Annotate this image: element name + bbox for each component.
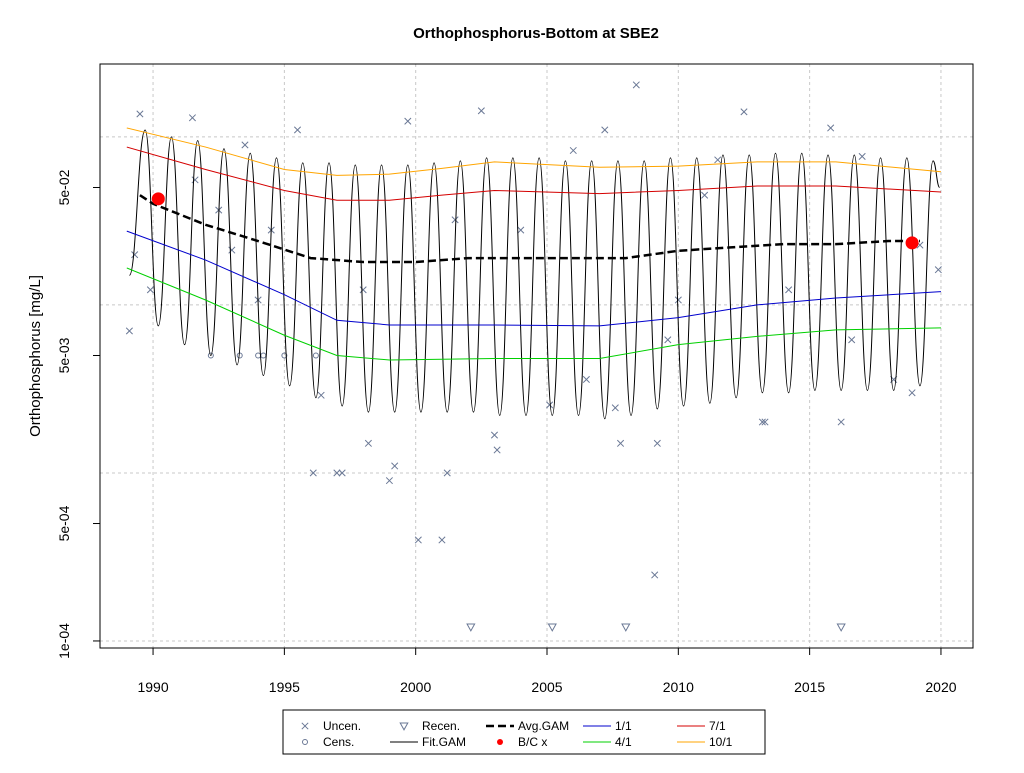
- point-marker: [497, 739, 503, 745]
- x-tick-label: 2005: [531, 679, 562, 695]
- x-tick-label: 2020: [925, 679, 956, 695]
- point-marker: [848, 336, 856, 344]
- point-marker: [255, 352, 262, 359]
- point-marker: [151, 192, 165, 206]
- point-marker: [714, 156, 722, 164]
- point-marker: [664, 336, 672, 344]
- point-marker: [490, 431, 499, 439]
- point-marker: [701, 191, 709, 199]
- x-tick-label: 1995: [269, 679, 300, 695]
- point-marker: [312, 352, 319, 359]
- legend-label: 1/1: [615, 719, 632, 733]
- point-marker: [293, 126, 302, 134]
- series-line: [139, 194, 920, 264]
- legend-label: Uncen.: [323, 719, 361, 733]
- point-marker: [385, 477, 393, 485]
- point-marker: [858, 152, 866, 161]
- point-marker: [338, 469, 346, 477]
- legend-label: Avg.GAM: [518, 719, 569, 733]
- point-marker: [443, 469, 451, 477]
- y-tick-label: 5e-03: [56, 337, 72, 373]
- plot-frame: [99, 63, 974, 649]
- point-marker: [601, 126, 609, 134]
- series-line: [126, 267, 941, 361]
- point-marker: [333, 469, 341, 477]
- point-marker: [621, 623, 631, 632]
- point-marker: [207, 352, 214, 359]
- chart-title: Orthophosphorus-Bottom at SBE2: [413, 25, 659, 42]
- point-marker: [399, 722, 409, 731]
- y-tick-label: 5e-02: [56, 169, 72, 205]
- plot-area: [125, 81, 942, 632]
- point-marker: [517, 226, 525, 234]
- point-marker: [364, 439, 372, 447]
- point-marker: [309, 469, 317, 477]
- legend-label: 7/1: [709, 719, 726, 733]
- point-marker: [908, 389, 916, 397]
- point-marker: [493, 446, 501, 454]
- point-marker: [546, 401, 554, 409]
- series-line: [128, 129, 941, 420]
- y-axis-label: Orthophosphorus [mg/L]: [27, 275, 44, 437]
- point-marker: [451, 216, 459, 224]
- point-marker: [191, 176, 199, 184]
- legend: Uncen. Cens. Recen. Fit.GAM Avg.GAM B/C x 1/1 4…: [282, 709, 766, 755]
- point-marker: [281, 352, 288, 359]
- x-tick-label: 2015: [794, 679, 825, 695]
- point-marker: [136, 110, 144, 118]
- point-marker: [836, 623, 846, 632]
- point-marker: [569, 146, 577, 155]
- point-marker: [611, 404, 619, 412]
- point-marker: [616, 439, 625, 447]
- x-tick-label: 2000: [400, 679, 431, 695]
- point-marker: [740, 108, 748, 116]
- point-marker: [582, 375, 590, 384]
- x-tick-label: 2010: [663, 679, 694, 695]
- point-marker: [125, 327, 133, 335]
- point-marker: [188, 114, 197, 122]
- point-marker: [260, 352, 267, 359]
- point-marker: [241, 141, 249, 149]
- point-marker: [404, 117, 412, 125]
- series-line: [126, 146, 941, 201]
- legend-label: 10/1: [709, 735, 733, 749]
- point-marker: [317, 391, 325, 399]
- point-marker: [146, 286, 154, 294]
- series-line: [126, 127, 942, 176]
- point-marker: [301, 722, 309, 730]
- point-marker: [653, 439, 661, 447]
- point-marker: [674, 296, 682, 304]
- point-marker: [761, 418, 769, 426]
- point-marker: [414, 536, 422, 544]
- point-marker: [905, 236, 919, 250]
- point-marker: [302, 739, 308, 745]
- point-marker: [438, 536, 446, 544]
- point-marker: [651, 571, 659, 579]
- point-marker: [477, 107, 485, 115]
- y-tick-label: 1e-04: [56, 623, 72, 659]
- legend-label: Recen.: [422, 719, 460, 733]
- point-marker: [758, 418, 766, 426]
- point-marker: [359, 286, 367, 294]
- point-marker: [547, 623, 557, 632]
- x-tick-label: 1990: [137, 679, 168, 695]
- point-marker: [785, 286, 793, 294]
- point-marker: [934, 266, 942, 274]
- legend-box: [282, 709, 766, 755]
- point-marker: [466, 623, 476, 632]
- point-marker: [632, 81, 640, 89]
- legend-label: B/C x: [518, 735, 547, 749]
- legend-label: 4/1: [615, 735, 632, 749]
- legend-label: Fit.GAM: [422, 735, 466, 749]
- legend-label: Cens.: [323, 735, 354, 749]
- series-line: [126, 230, 941, 327]
- point-marker: [131, 251, 139, 259]
- point-marker: [228, 246, 236, 254]
- y-tick-label: 5e-04: [56, 505, 72, 541]
- point-marker: [837, 418, 845, 426]
- point-marker: [827, 124, 835, 132]
- point-marker: [391, 462, 399, 470]
